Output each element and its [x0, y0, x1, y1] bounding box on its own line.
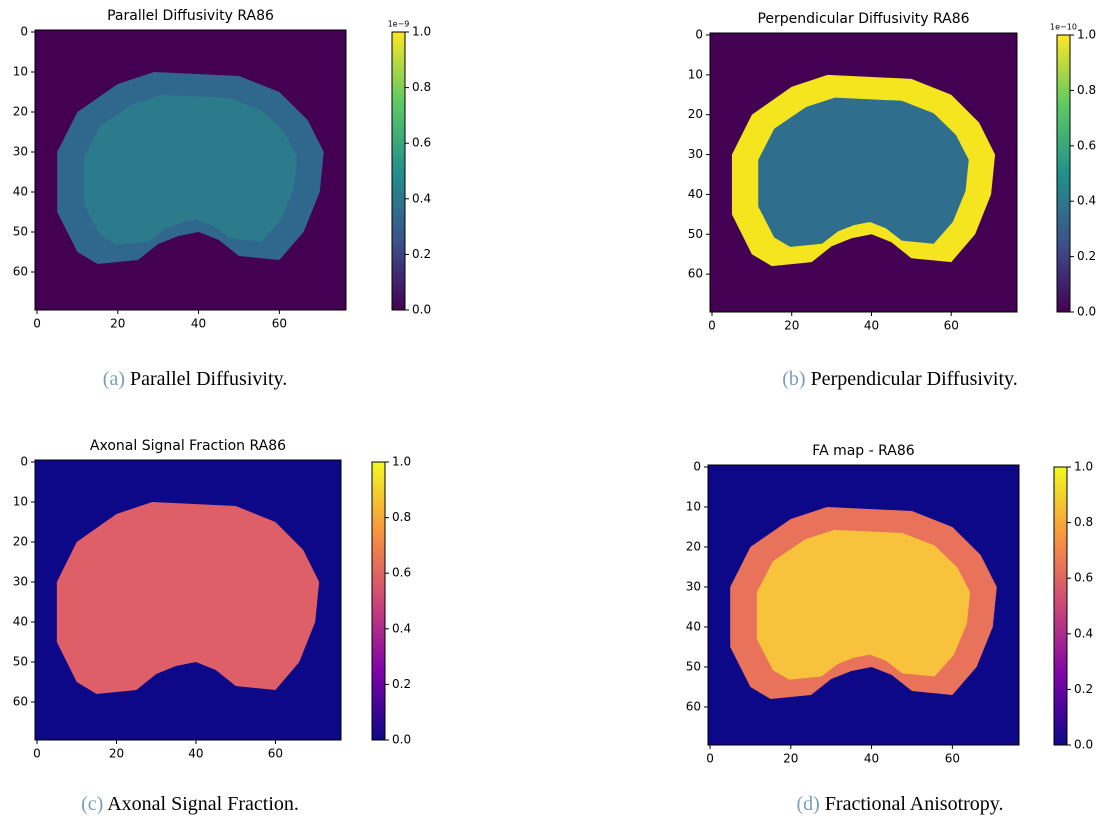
- colorbar-tick-label: 0.4: [1077, 194, 1096, 208]
- colorbar-tick-label: 0.6: [1077, 138, 1096, 152]
- colorbar-tick-label: 0.8: [1077, 83, 1096, 97]
- y-tick-label: 30: [13, 145, 28, 159]
- y-tick-label: 0: [20, 25, 28, 39]
- colorbar-tick-label: 0.4: [1074, 626, 1093, 640]
- caption-label: (d): [796, 793, 819, 815]
- x-tick-label: 0: [33, 317, 41, 331]
- colorbar-tick-label: 1.0: [1074, 460, 1093, 474]
- colorbar-tick-label: 0.4: [392, 621, 411, 635]
- y-tick-label: 30: [688, 147, 703, 161]
- x-tick-label: 20: [783, 752, 798, 766]
- y-tick-label: 30: [686, 580, 701, 594]
- colorbar: [1057, 35, 1070, 312]
- colorbar: [392, 32, 405, 310]
- y-tick-label: 50: [688, 227, 703, 241]
- y-tick-label: 0: [693, 460, 701, 474]
- x-tick-label: 60: [944, 319, 959, 333]
- colorbar-tick-label: 0.6: [1074, 571, 1093, 585]
- panel: Parallel Diffusivity RA86 0 20 40 60 0 10 20 30 4…: [13, 8, 431, 390]
- colorbar-tick-label: 0.2: [1077, 249, 1096, 263]
- colorbar: [372, 462, 385, 740]
- x-tick-label: 60: [945, 752, 960, 766]
- colorbar-tick-label: 1.0: [412, 25, 431, 39]
- caption-label: (b): [782, 368, 805, 390]
- y-tick-label: 60: [13, 265, 28, 279]
- y-tick-label: 50: [686, 660, 701, 674]
- caption-label: (c): [81, 793, 103, 815]
- colorbar-tick-label: 0.0: [412, 303, 431, 317]
- x-tick-label: 60: [272, 317, 287, 331]
- x-tick-label: 40: [864, 319, 879, 333]
- y-tick-label: 20: [13, 105, 28, 119]
- caption: (c) Axonal Signal Fraction.: [81, 793, 299, 815]
- colorbar-tick-label: 0.4: [412, 191, 431, 205]
- x-tick-label: 40: [188, 747, 203, 761]
- figure: Parallel Diffusivity RA86 0 20 40 60 0 10 20 30 4…: [0, 0, 1097, 830]
- caption-text: Perpendicular Diffusivity.: [811, 368, 1018, 390]
- y-tick-label: 30: [13, 575, 28, 589]
- y-tick-label: 40: [686, 620, 701, 634]
- y-tick-label: 0: [20, 455, 28, 469]
- x-tick-label: 0: [33, 747, 41, 761]
- colorbar-tick-label: 0.6: [412, 136, 431, 150]
- colorbar-tick-label: 0.8: [392, 510, 411, 524]
- x-tick-label: 0: [708, 319, 716, 333]
- colorbar-tick-label: 1.0: [392, 455, 411, 469]
- y-tick-label: 20: [686, 540, 701, 554]
- x-tick-label: 40: [864, 752, 879, 766]
- colorbar-tick-label: 0.8: [1074, 515, 1093, 529]
- colorbar-tick-label: 0.2: [412, 247, 431, 261]
- y-tick-label: 0: [695, 27, 703, 41]
- colorbar-tick-label: 0.8: [412, 80, 431, 94]
- caption-text: Fractional Anisotropy.: [825, 793, 1004, 815]
- caption-text: Parallel Diffusivity.: [130, 368, 287, 390]
- colorbar-tick-label: 1.0: [1077, 28, 1096, 42]
- y-tick-label: 20: [688, 107, 703, 121]
- y-tick-label: 60: [686, 700, 701, 714]
- caption-label: (a): [103, 368, 125, 390]
- colorbar-offset: 1e−10: [1050, 23, 1077, 32]
- x-tick-label: 20: [110, 317, 125, 331]
- colorbar-tick-label: 0.6: [392, 566, 411, 580]
- y-tick-label: 40: [688, 187, 703, 201]
- x-tick-label: 0: [706, 752, 714, 766]
- y-tick-label: 10: [13, 65, 28, 79]
- x-tick-label: 20: [109, 747, 124, 761]
- colorbar-tick-label: 0.0: [392, 733, 411, 747]
- panel: Axonal Signal Fraction RA86 0 20 40 60 0 10 20 3…: [13, 438, 411, 815]
- colorbar-offset: 1e−9: [388, 20, 410, 29]
- colorbar-tick-label: 0.2: [1074, 682, 1093, 696]
- caption: (d) Fractional Anisotropy.: [796, 793, 1003, 815]
- y-tick-label: 60: [13, 695, 28, 709]
- caption: (b) Perpendicular Diffusivity.: [782, 368, 1018, 390]
- y-tick-label: 40: [13, 615, 28, 629]
- caption-text: Axonal Signal Fraction.: [107, 793, 299, 815]
- y-tick-label: 60: [688, 267, 703, 281]
- y-tick-label: 20: [13, 535, 28, 549]
- y-tick-label: 10: [686, 500, 701, 514]
- caption: (a) Parallel Diffusivity.: [103, 368, 287, 390]
- colorbar-tick-label: 0.2: [392, 677, 411, 691]
- x-tick-label: 60: [268, 747, 283, 761]
- colorbar-tick-label: 0.0: [1077, 305, 1096, 319]
- panel-title: Parallel Diffusivity RA86: [107, 8, 274, 24]
- panel-title: Perpendicular Diffusivity RA86: [757, 11, 969, 27]
- y-tick-label: 10: [688, 67, 703, 81]
- colorbar: [1054, 467, 1067, 745]
- panel-title: Axonal Signal Fraction RA86: [90, 438, 286, 454]
- y-tick-label: 50: [13, 655, 28, 669]
- x-tick-label: 20: [784, 319, 799, 333]
- y-tick-label: 50: [13, 225, 28, 239]
- x-tick-label: 40: [191, 317, 206, 331]
- panel-title: FA map - RA86: [812, 443, 914, 459]
- y-tick-label: 10: [13, 495, 28, 509]
- y-tick-label: 40: [13, 185, 28, 199]
- colorbar-tick-label: 0.0: [1074, 738, 1093, 752]
- panel: FA map - RA86 0 20 40 60 0 10 20 30 40 50 60 0.0 0.2 0…: [686, 443, 1093, 815]
- panel: Perpendicular Diffusivity RA86 0 20 40 60 0 10…: [688, 11, 1096, 390]
